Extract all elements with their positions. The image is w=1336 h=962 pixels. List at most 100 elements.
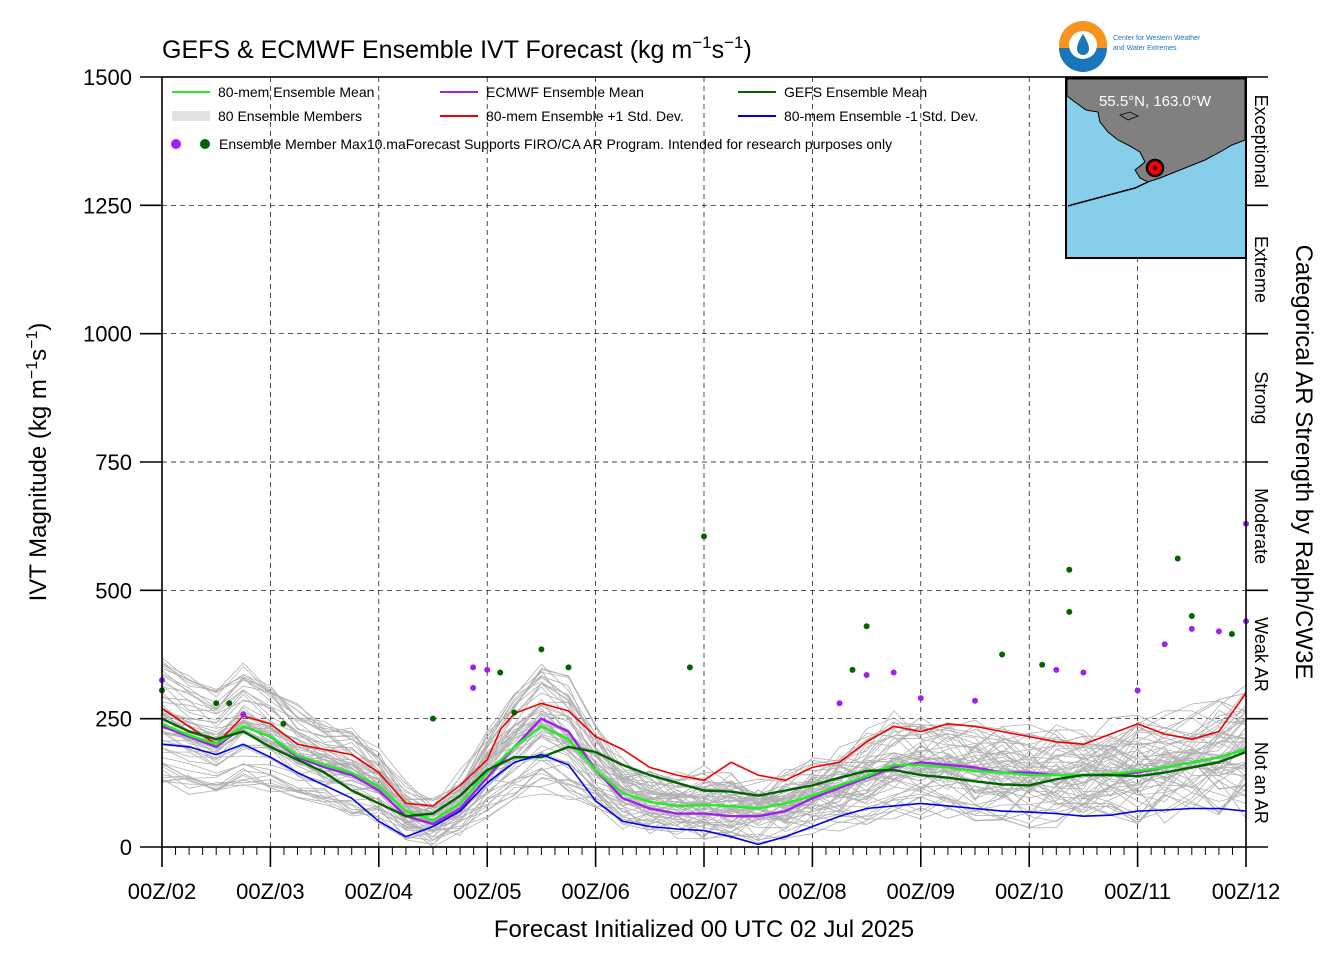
max-point (470, 684, 477, 691)
max-point (972, 697, 978, 704)
legend-label: GEFS Ensemble Mean (784, 84, 927, 100)
max-point (497, 669, 504, 676)
max-point (1066, 608, 1073, 615)
max-point (1174, 555, 1181, 562)
ar-category-label: Strong (1251, 371, 1271, 424)
legend-label: 80-mem Ensemble -1 Std. Dev. (784, 108, 978, 124)
chart-title: GEFS & ECMWF Ensemble IVT Forecast (kg m… (162, 33, 752, 64)
max-point (484, 666, 491, 673)
ar-category-label: Weak AR (1251, 617, 1271, 692)
x-tick-label: 00Z/02 (128, 879, 197, 904)
inset-island (1119, 111, 1139, 121)
series-line (161, 722, 1247, 822)
max-point (1215, 628, 1222, 635)
disclaimer-text: 10.maForecast Supports FIRO/CA AR Progra… (367, 136, 892, 152)
logo-drop-icon (1077, 34, 1089, 55)
x-tick-label: 00Z/10 (995, 879, 1064, 904)
x-tick-label: 00Z/08 (778, 879, 847, 904)
ensemble-member-line (161, 662, 1247, 812)
max-point (280, 720, 287, 727)
x-tick-label: 00Z/03 (236, 879, 305, 904)
max-point (226, 700, 233, 707)
max-point (565, 664, 572, 671)
ar-category-label: Exceptional (1251, 95, 1271, 188)
y-axis-title: IVT Magnitude (kg m−1s−1) (24, 323, 52, 602)
max-point (240, 711, 247, 718)
x-tick-label: 00Z/06 (561, 879, 630, 904)
max-point (686, 664, 693, 671)
x-tick-label: 00Z/12 (1212, 879, 1281, 904)
series-lines (161, 692, 1247, 846)
max-point (213, 700, 220, 707)
max-point (863, 672, 870, 679)
x-axis-title: Forecast Initialized 00 UTC 02 Jul 2025 (494, 916, 914, 943)
ar-category-label: Extreme (1251, 236, 1271, 303)
y-tick-label: 1000 (83, 322, 132, 347)
max-point (1080, 669, 1087, 676)
x-tick-label: 00Z/09 (887, 879, 956, 904)
inset-land-alaska (1066, 78, 1246, 183)
max-point (836, 700, 843, 707)
inset-location-label: 55.5°N, 163.0°W (1099, 93, 1212, 110)
y-tick-label: 500 (95, 578, 132, 603)
ensemble-member-line (161, 710, 1247, 823)
max-point (890, 669, 897, 676)
logo-water-icon (1059, 48, 1107, 72)
legend-ecmwf-dot (171, 139, 181, 149)
max-point (1066, 566, 1073, 573)
max-point (470, 664, 477, 671)
location-marker-center (1153, 166, 1157, 170)
ensemble-member-line (161, 767, 1247, 841)
legend-label: Ensemble Member Max (219, 136, 367, 152)
y-tick-label: 0 (120, 835, 132, 860)
x-tick-label: 00Z/04 (345, 879, 414, 904)
y-tick-label: 750 (95, 450, 132, 475)
ensemble-member-line (161, 763, 1247, 845)
ensemble-member-line (161, 677, 1247, 805)
legend-label: 80-mem Ensemble +1 Std. Dev. (486, 108, 684, 124)
max-point (1053, 666, 1060, 673)
max-point (1134, 687, 1141, 694)
ar-category-label: Moderate (1251, 488, 1271, 564)
logo-text-line2: and Water Extremes (1113, 45, 1177, 52)
ar-category-label: Not an AR (1251, 742, 1271, 824)
max-point (1188, 613, 1195, 619)
right-axis-title: Categorical AR Strength by Ralph/CW3E (1290, 245, 1317, 680)
max-point (538, 646, 545, 653)
max-point (1228, 630, 1235, 637)
ensemble-member-line (161, 663, 1247, 811)
ensemble-member-line (161, 673, 1247, 801)
max-point (701, 533, 707, 540)
legend-gefs-dot (200, 139, 210, 149)
max-point (917, 695, 924, 702)
inset-map: 55.5°N, 163.0°W (1065, 77, 1247, 259)
series-line (161, 743, 1247, 846)
max-point (1188, 625, 1195, 632)
max-point (1161, 641, 1168, 648)
max-point (863, 623, 870, 630)
max-point (849, 666, 856, 673)
legend-label: 80-mem Ensemble Mean (218, 84, 374, 100)
x-tick-label: 00Z/05 (453, 879, 522, 904)
ensemble-member-line (161, 674, 1247, 805)
series-line (161, 717, 1247, 818)
cw3e-logo: Center for Western Weather and Water Ext… (1059, 21, 1201, 72)
max-points (159, 520, 1249, 727)
legend: 80-mem Ensemble Mean ECMWF Ensemble Mean G… (171, 84, 978, 152)
y-tick-label: 250 (95, 707, 132, 732)
ensemble-member-line (161, 770, 1247, 840)
max-point (1039, 661, 1046, 668)
ensemble-member-line (161, 707, 1247, 823)
ensemble-member-line (161, 778, 1247, 848)
ensemble-member-line (161, 739, 1247, 823)
x-tick-label: 00Z/07 (670, 879, 739, 904)
axes: 00Z/02 00Z/03 00Z/04 00Z/05 00Z/06 00Z/07 00Z/… (83, 65, 1280, 904)
legend-label: 80 Ensemble Members (218, 108, 362, 124)
x-tick-label: 00Z/11 (1104, 879, 1171, 904)
y-tick-label: 1250 (83, 193, 132, 218)
ensemble-member-line (161, 668, 1247, 808)
inset-aleutians (1067, 181, 1149, 207)
legend-label: ECMWF Ensemble Mean (486, 84, 644, 100)
logo-text-line1: Center for Western Weather (1113, 35, 1201, 42)
